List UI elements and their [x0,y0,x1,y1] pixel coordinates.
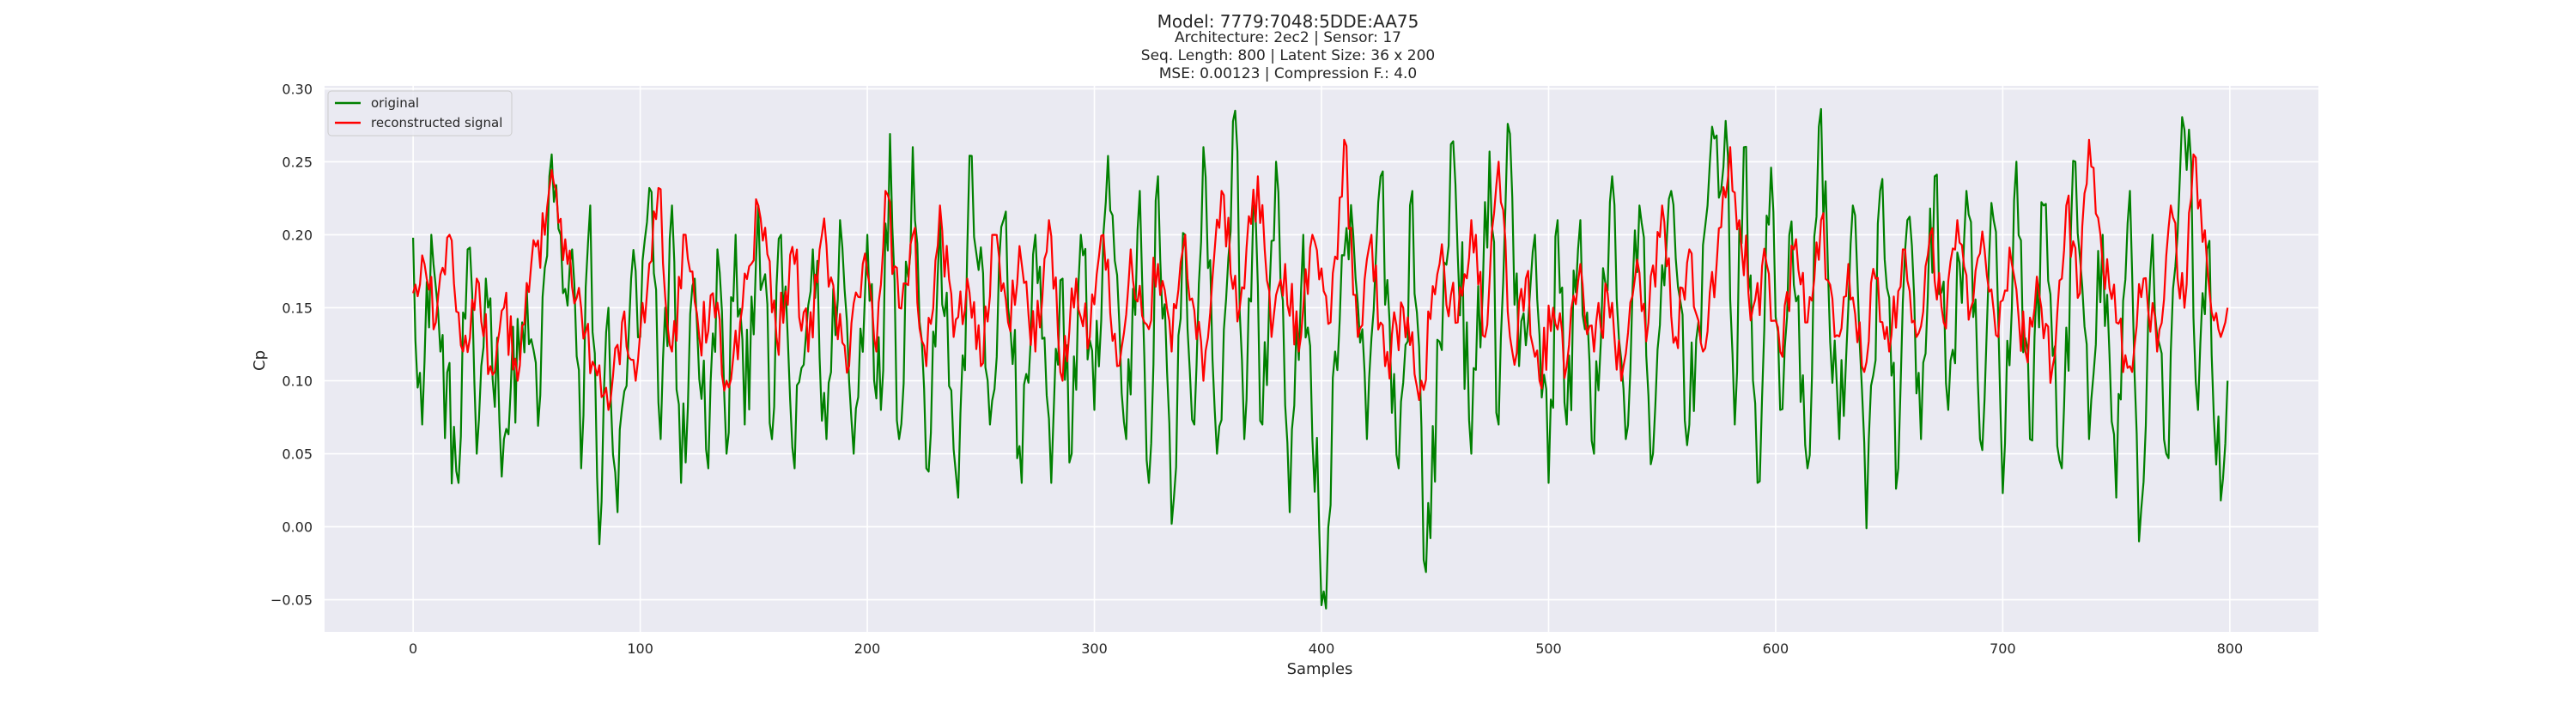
chart-subtitle-line-3: MSE: 0.00123 | Compression F.: 4.0 [1159,65,1418,82]
chart-title: Model: 7779:7048:5DDE:AA75 [1157,11,1419,32]
x-tick-label: 400 [1309,640,1335,657]
legend-frame [327,90,513,137]
legend: original reconstructed signal [327,90,513,137]
x-tick-label: 300 [1081,640,1108,657]
y-tick-label: 0.05 [282,446,313,463]
y-axis-label: Cp [251,350,269,371]
series-line-original [412,107,2229,610]
chart-subtitle-line-1: Architecture: 2ec2 | Sensor: 17 [1175,29,1401,46]
chart-subtitle-line-2: Seq. Length: 800 | Latent Size: 36 x 200 [1141,47,1435,64]
y-tick-label: 0.10 [282,373,313,390]
y-tick-label: 0.00 [282,519,313,536]
y-tick-label: 0.30 [282,81,313,97]
x-tick-label: 700 [1990,640,2016,657]
plot-area: 0 100 200 300 400 500 600 700 800 −0.05 0.00 0.05 0.… [270,81,2318,657]
legend-label-original: original [371,95,419,111]
x-tick-label: 600 [1763,640,1789,657]
x-tick-label: 100 [627,640,653,657]
legend-label-reconstructed: reconstructed signal [371,115,502,130]
x-tick-label: 500 [1535,640,1562,657]
y-tick-label: 0.20 [282,227,313,243]
x-tick-label: 200 [854,640,881,657]
y-tick-label: 0.25 [282,154,313,170]
x-tick-label: 0 [409,640,417,657]
y-tick-label: −0.05 [270,592,313,609]
x-axis-label: Samples [1287,660,1353,678]
x-tick-label: 800 [2217,640,2244,657]
series-line-reconstructed-signal [412,138,2229,411]
y-tick-label: 0.15 [282,300,313,316]
